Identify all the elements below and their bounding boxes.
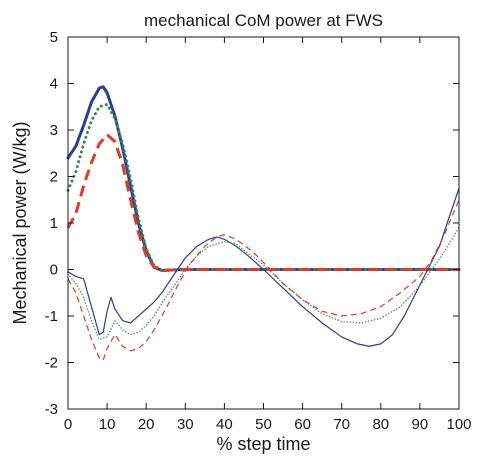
series-line-3-dashed-thick xyxy=(66,133,459,272)
x-tick-label: 90 xyxy=(412,416,429,433)
y-tick-label: -3 xyxy=(45,401,58,418)
series-line-5-dotted-thin xyxy=(67,226,460,340)
x-tick-label: 30 xyxy=(177,416,194,433)
x-tick-label: 80 xyxy=(372,416,389,433)
x-axis-title: % step time xyxy=(216,434,310,454)
x-tick-label: 10 xyxy=(99,416,116,433)
series-line-6-dashed-thin xyxy=(67,199,460,361)
x-tick-label: 70 xyxy=(333,416,350,433)
y-tick-label: 0 xyxy=(50,262,58,279)
x-tick-label: 50 xyxy=(255,416,272,433)
x-tick-label: 60 xyxy=(294,416,311,433)
y-axis-title: Mechanical power (W/kg) xyxy=(10,121,30,324)
y-tick-label: 4 xyxy=(50,76,58,93)
chart-title: mechanical CoM power at FWS xyxy=(144,11,383,30)
series-layer xyxy=(66,85,461,361)
series-line-2-dotted-thick xyxy=(66,102,461,272)
x-tick-label: 20 xyxy=(138,416,155,433)
y-tick-label: 5 xyxy=(50,29,58,46)
y-tick-label: -2 xyxy=(45,355,58,372)
y-tick-label: -1 xyxy=(45,308,58,325)
x-tick-label: 40 xyxy=(216,416,233,433)
series-line-1-solid-thick xyxy=(66,85,461,272)
x-tick-label: 0 xyxy=(64,416,72,433)
y-tick-label: 3 xyxy=(50,122,58,139)
tick-layer: 0 10 20 30 40 50 60 70 80 90 100 -3 -2 -1 0 1 2 3 4 5 xyxy=(45,29,472,433)
plot-frame xyxy=(67,36,460,410)
y-tick-label: 2 xyxy=(50,169,58,186)
series-line-4-solid-thin xyxy=(67,187,460,347)
y-tick-label: 1 xyxy=(50,215,58,232)
x-tick-label: 100 xyxy=(446,416,471,433)
